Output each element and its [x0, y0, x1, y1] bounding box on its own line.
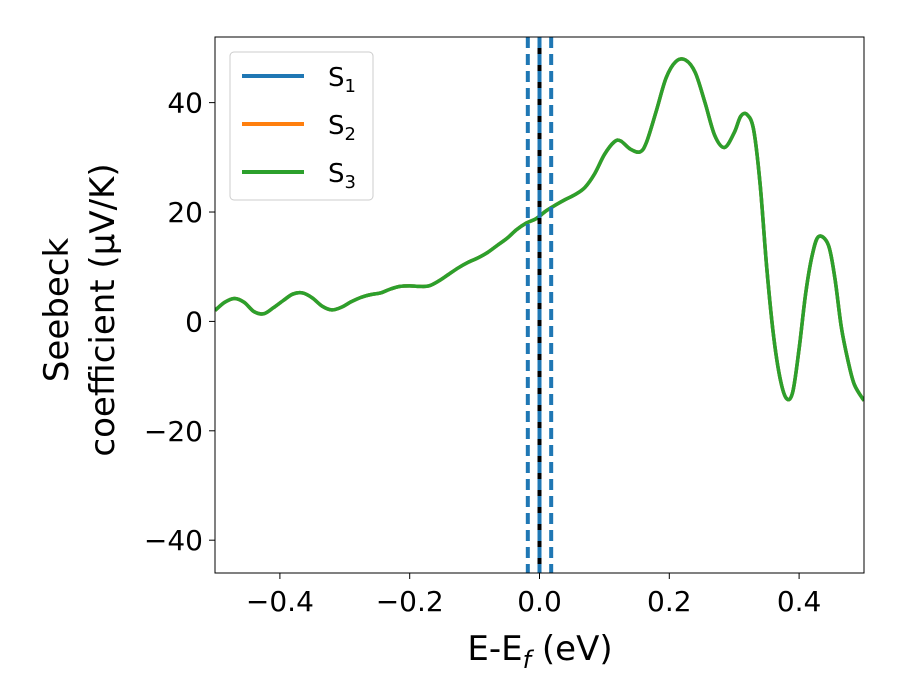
x-axis-label: E-Ef (eV)	[467, 629, 612, 674]
y-tick-label: 40	[167, 87, 203, 120]
y-axis-label-line1: Seebeck	[37, 238, 77, 383]
x-tick-label: 0.0	[517, 585, 562, 618]
y-tick-label: 20	[167, 196, 203, 229]
y-tick-label: 0	[185, 305, 203, 338]
plot-frame	[214, 36, 865, 574]
legend-entry-s3: S3	[242, 159, 356, 193]
legend-label-s3: S3	[328, 159, 356, 193]
legend: S1 S2 S3	[229, 51, 374, 201]
x-axis-ticks: −0.4 −0.2 0.0 0.2 0.4	[246, 573, 821, 618]
y-axis-ticks: −40 −20 0 20 40	[144, 87, 215, 557]
legend-entry-s1: S1	[242, 63, 356, 97]
series-line-s3	[215, 57, 864, 402]
legend-label-s2: S2	[328, 111, 356, 145]
legend-label-s1: S1	[328, 63, 356, 97]
x-axis-label-main: E-E	[467, 629, 522, 669]
x-tick-label: 0.4	[777, 585, 822, 618]
x-tick-label: 0.2	[647, 585, 692, 618]
y-axis-label-line2: coefficient (μV/K)	[83, 163, 123, 456]
y-tick-label: −20	[144, 415, 203, 448]
y-tick-label: −40	[144, 524, 203, 557]
x-tick-label: −0.4	[246, 585, 314, 618]
x-axis-label-unit: (eV)	[531, 629, 613, 669]
plot-area	[215, 37, 864, 573]
x-tick-label: −0.2	[376, 585, 444, 618]
legend-entry-s2: S2	[242, 111, 356, 145]
